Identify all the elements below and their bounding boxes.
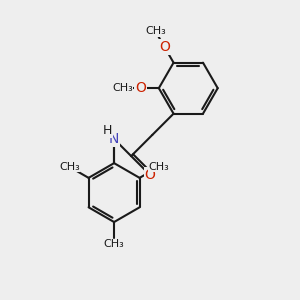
Text: CH₃: CH₃ (104, 239, 124, 249)
Text: CH₃: CH₃ (148, 162, 169, 172)
Text: O: O (135, 81, 146, 95)
Text: O: O (159, 40, 170, 54)
Text: N: N (109, 132, 119, 146)
Text: CH₃: CH₃ (145, 26, 166, 36)
Text: H: H (103, 124, 112, 137)
Text: O: O (145, 168, 155, 182)
Text: CH₃: CH₃ (112, 83, 133, 93)
Text: CH₃: CH₃ (59, 162, 80, 172)
